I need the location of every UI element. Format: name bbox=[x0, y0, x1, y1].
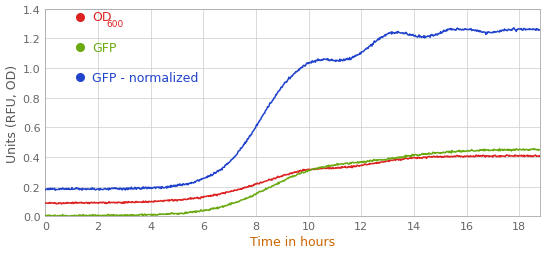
Text: GFP: GFP bbox=[92, 41, 117, 54]
Text: GFP - normalized: GFP - normalized bbox=[92, 71, 199, 84]
Y-axis label: Units (RFU, OD): Units (RFU, OD) bbox=[5, 64, 19, 162]
Text: OD: OD bbox=[92, 11, 112, 24]
X-axis label: Time in hours: Time in hours bbox=[250, 235, 335, 248]
Text: 600: 600 bbox=[106, 20, 123, 28]
